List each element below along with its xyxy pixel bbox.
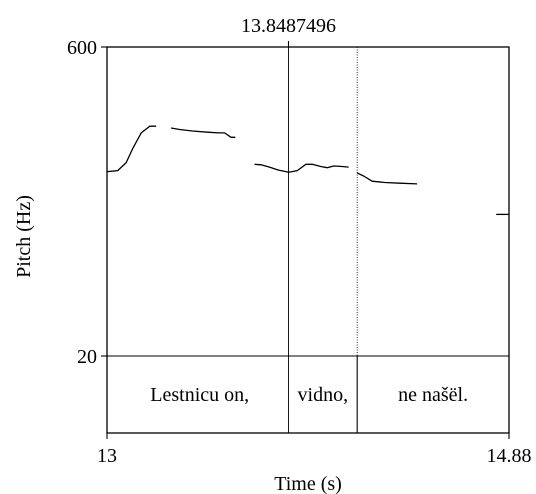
pitch-segment: [170, 127, 236, 138]
plot-border: [106, 46, 510, 434]
y-tick-min: 20: [77, 346, 97, 368]
interval-label: vidno,: [298, 384, 349, 406]
x-tick-min: 13: [97, 445, 117, 467]
interval-label: ne našël.: [398, 384, 468, 406]
y-axis-label: Pitch (Hz): [13, 195, 35, 278]
interval-label: Lestnicu on,: [150, 384, 249, 406]
cursor-time-label: 13.8487496: [241, 15, 336, 37]
x-tick-max: 14.88: [487, 445, 532, 467]
pitch-segment: [106, 125, 157, 173]
chart-labels: 13.8487496 600 20 13 14.88 Time (s) Pitc…: [13, 15, 532, 494]
chart-frame: [101, 41, 510, 439]
y-tick-max: 600: [67, 37, 97, 59]
pitch-curves: [106, 125, 509, 216]
x-axis-label: Time (s): [274, 473, 342, 494]
pitch-segment: [356, 172, 418, 185]
pitch-segment: [254, 163, 349, 173]
